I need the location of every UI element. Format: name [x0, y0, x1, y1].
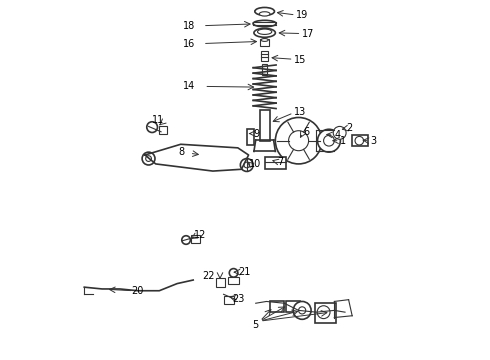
Text: 17: 17: [302, 28, 315, 39]
Circle shape: [142, 152, 155, 165]
Circle shape: [355, 136, 364, 145]
Bar: [228, 277, 239, 284]
Ellipse shape: [253, 20, 276, 27]
Text: 9: 9: [253, 129, 260, 139]
Circle shape: [318, 129, 341, 152]
Bar: [260, 111, 270, 141]
Circle shape: [333, 126, 346, 139]
Bar: [217, 278, 225, 287]
Circle shape: [146, 156, 151, 161]
Text: 18: 18: [183, 21, 195, 31]
Text: 11: 11: [152, 115, 165, 125]
Text: 12: 12: [194, 230, 207, 240]
Text: 4: 4: [334, 130, 341, 140]
Text: 1: 1: [340, 136, 346, 146]
Text: 16: 16: [183, 39, 195, 49]
Circle shape: [298, 307, 306, 314]
Text: 19: 19: [296, 10, 309, 20]
Circle shape: [289, 131, 309, 151]
Text: 20: 20: [132, 287, 144, 296]
Circle shape: [229, 269, 238, 277]
Text: 8: 8: [179, 147, 185, 157]
Text: 2: 2: [346, 123, 353, 133]
Text: 6: 6: [304, 127, 310, 137]
Ellipse shape: [255, 8, 274, 15]
Bar: [262, 64, 267, 75]
Bar: [352, 135, 368, 146]
Bar: [261, 51, 268, 62]
Bar: [191, 235, 199, 243]
Bar: [286, 301, 300, 312]
Bar: [247, 129, 254, 145]
Bar: [315, 303, 336, 323]
Ellipse shape: [259, 12, 270, 16]
Bar: [265, 157, 286, 169]
Text: 13: 13: [294, 107, 307, 117]
Text: 3: 3: [370, 136, 376, 146]
Circle shape: [293, 301, 311, 319]
Circle shape: [244, 162, 249, 168]
Ellipse shape: [254, 28, 275, 37]
Circle shape: [323, 135, 334, 146]
Text: 23: 23: [232, 294, 245, 303]
Text: 7: 7: [277, 157, 283, 167]
Circle shape: [241, 158, 253, 171]
Circle shape: [147, 122, 157, 132]
Bar: [223, 296, 234, 304]
Circle shape: [317, 306, 330, 319]
Text: 5: 5: [252, 320, 258, 330]
Text: 14: 14: [183, 81, 195, 91]
Text: 22: 22: [202, 271, 215, 282]
Ellipse shape: [261, 39, 268, 41]
Bar: [260, 39, 269, 46]
Ellipse shape: [258, 29, 272, 35]
Text: 15: 15: [294, 55, 307, 64]
Bar: [270, 301, 284, 312]
Bar: [159, 126, 168, 134]
Circle shape: [182, 236, 190, 244]
Circle shape: [275, 117, 322, 164]
Text: 10: 10: [249, 159, 262, 169]
Text: 21: 21: [239, 267, 251, 277]
